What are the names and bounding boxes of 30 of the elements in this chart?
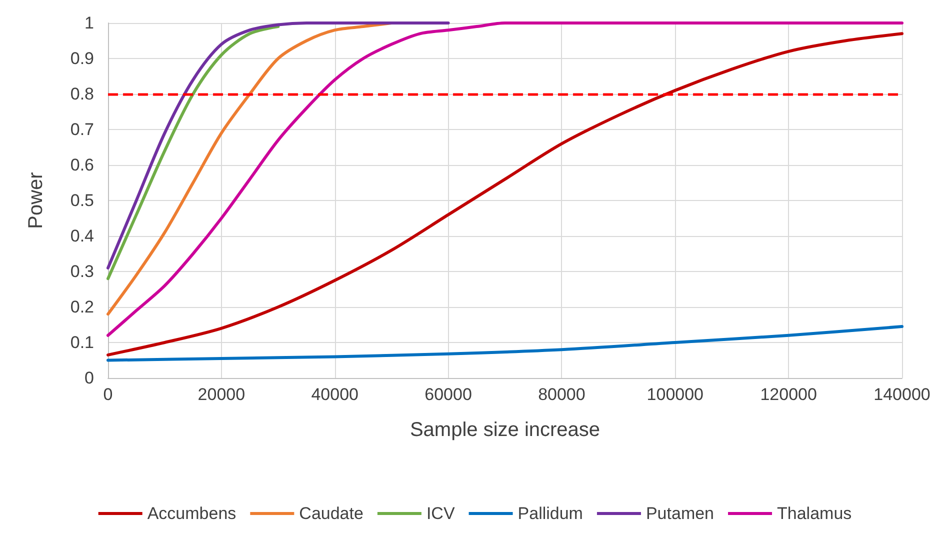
x-tick-label: 140000 [874, 385, 930, 404]
legend-label: Pallidum [518, 504, 583, 523]
x-axis-title: Sample size increase [410, 419, 600, 441]
y-tick-label: 0.8 [70, 84, 94, 104]
y-tick-label: 0.6 [70, 156, 94, 174]
y-tick-label: 0.4 [70, 226, 94, 246]
y-tick-label: 1 [84, 14, 94, 32]
legend-label: Thalamus [777, 504, 852, 523]
x-tick-label: 40000 [311, 385, 358, 404]
y-tick-label: 0.2 [70, 298, 94, 316]
x-tick-label: 60000 [424, 385, 472, 404]
x-tick-label: 20000 [198, 385, 246, 404]
y-tick-label: 0.9 [70, 49, 94, 68]
y-tick-label: 0.7 [70, 120, 94, 139]
y-tick-label: 0 [84, 368, 94, 388]
y-tick-label: 0.3 [70, 262, 94, 281]
line-series [106, 25, 280, 280]
line-series [106, 325, 904, 362]
x-tick-label: 120000 [760, 385, 817, 404]
legend-label: Caudate [299, 504, 364, 523]
y-axis-title: Power [25, 172, 47, 229]
legend-label: Putamen [646, 504, 714, 523]
x-tick-label: 80000 [538, 385, 586, 404]
legend-label: ICV [426, 504, 456, 523]
x-tick-label: 0 [103, 385, 113, 404]
legend-label: Accumbens [147, 504, 236, 523]
line-series [106, 22, 450, 270]
y-tick-label: 0.1 [70, 333, 94, 352]
x-tick-label: 100000 [646, 385, 704, 404]
y-tick-label: 0.5 [70, 191, 94, 210]
